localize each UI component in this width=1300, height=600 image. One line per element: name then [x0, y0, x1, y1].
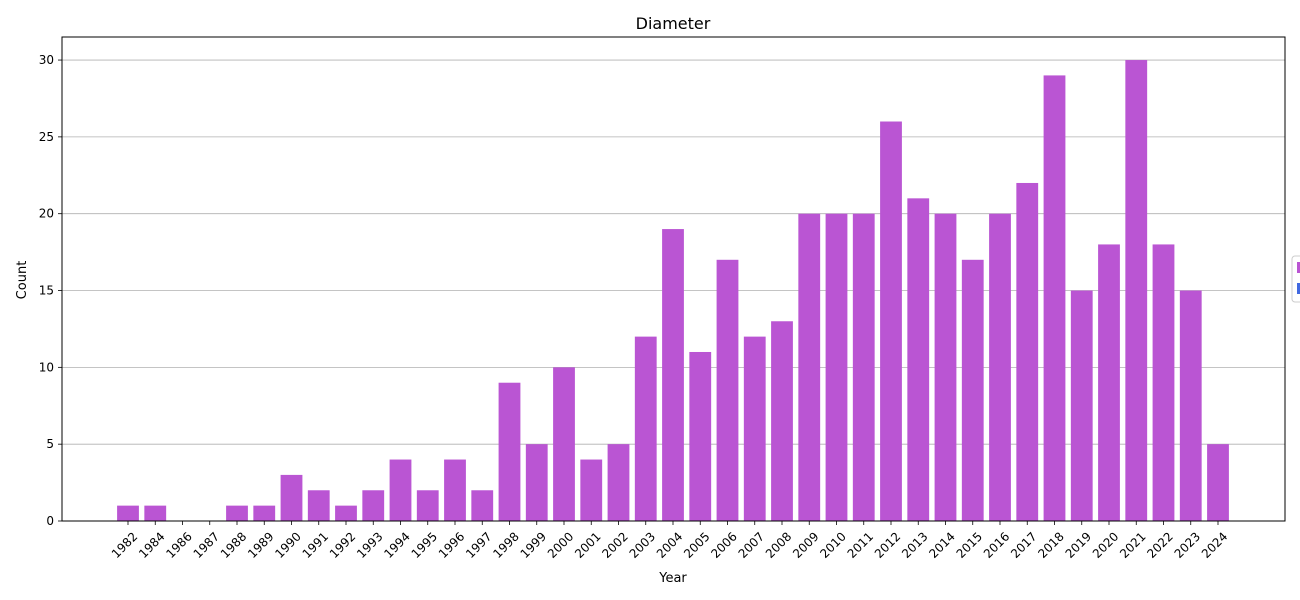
bar-2014 [934, 213, 957, 521]
bar-2020 [1098, 244, 1120, 521]
bar-2023 [1179, 290, 1202, 521]
bar-2013 [907, 198, 930, 522]
x-tick-label-2004: 2004 [654, 529, 685, 560]
bar-2015 [961, 259, 984, 521]
bar-2001 [580, 459, 603, 521]
legend [1291, 255, 1300, 303]
bar-2019 [1070, 290, 1093, 521]
legend-swatch [1297, 262, 1300, 273]
chart-title: Diameter [636, 14, 711, 33]
bar-2009 [798, 213, 821, 521]
x-tick-label-2000: 2000 [545, 529, 576, 560]
bar-2021 [1125, 60, 1148, 522]
bar-2018 [1043, 75, 1066, 522]
x-tick-label-2008: 2008 [763, 529, 794, 560]
x-tick-label-2013: 2013 [899, 529, 930, 560]
bar-2003 [634, 336, 657, 521]
x-tick-label-2003: 2003 [627, 529, 658, 560]
legend-swatch [1297, 283, 1300, 294]
bar-2010 [825, 213, 848, 521]
x-tick-label-2006: 2006 [708, 529, 739, 560]
bar-2008 [771, 321, 793, 521]
x-tick-label-1987: 1987 [191, 529, 222, 560]
x-tick-label-1997: 1997 [463, 529, 494, 560]
x-tick-label-1988: 1988 [218, 529, 249, 560]
x-tick-label-1996: 1996 [436, 529, 467, 560]
bar-1997 [471, 490, 494, 521]
bar-2000 [553, 367, 575, 521]
x-tick-label-1994: 1994 [381, 529, 412, 560]
x-tick-label-1990: 1990 [272, 529, 303, 560]
y-tick-label: 20 [39, 207, 54, 221]
bar-1991 [307, 490, 330, 521]
x-tick-label-1991: 1991 [300, 529, 331, 560]
bar-1996 [444, 459, 466, 521]
x-tick-label-2015: 2015 [954, 529, 985, 560]
x-tick-label-1982: 1982 [109, 529, 140, 560]
x-tick-label-2007: 2007 [736, 529, 767, 560]
bar-1995 [416, 490, 439, 521]
bar-1998 [498, 382, 521, 521]
y-tick-label: 5 [46, 437, 54, 451]
plot-frame [61, 36, 1286, 522]
x-tick-label-1986: 1986 [163, 529, 194, 560]
x-tick-label-2002: 2002 [599, 529, 630, 560]
bar-1993 [362, 490, 385, 521]
x-tick-label-1992: 1992 [327, 529, 358, 560]
x-tick-label-2011: 2011 [845, 529, 876, 560]
y-tick-label: 10 [39, 360, 54, 374]
x-tick-label-1984: 1984 [136, 529, 167, 560]
bar-2022 [1152, 244, 1175, 521]
x-axis-label: Year [658, 571, 687, 586]
x-tick-label-2019: 2019 [1063, 529, 1094, 560]
bars [117, 60, 1229, 522]
x-tick-label-2020: 2020 [1090, 529, 1121, 560]
x-tick-label-2009: 2009 [790, 529, 821, 560]
bar-2002 [607, 444, 630, 521]
bar-2005 [689, 351, 712, 521]
x-tick-label-2016: 2016 [981, 529, 1012, 560]
x-tick-label-1995: 1995 [409, 529, 440, 560]
x-tick-label-2005: 2005 [681, 529, 712, 560]
x-tick-label-2001: 2001 [572, 529, 603, 560]
x-tick-label-2022: 2022 [1144, 529, 1175, 560]
bar-2016 [989, 213, 1011, 521]
x-tick-label-2010: 2010 [817, 529, 848, 560]
bar-2024 [1207, 444, 1229, 521]
bar-1982 [117, 505, 139, 521]
x-tick-label-2018: 2018 [1035, 529, 1066, 560]
bar-1988 [226, 505, 248, 521]
bar-2007 [743, 336, 766, 521]
y-axis-ticks: 0 5 10 15 20 25 30 [39, 53, 62, 528]
x-tick-label-2012: 2012 [872, 529, 903, 560]
y-tick-label: 15 [39, 284, 54, 298]
y-axis-label: Count [15, 261, 30, 300]
bar-2012 [880, 121, 902, 521]
bar-2011 [852, 213, 875, 521]
bar-2006 [716, 259, 739, 521]
x-tick-label-2024: 2024 [1199, 529, 1230, 560]
bar-1989 [253, 505, 276, 521]
x-tick-label-2021: 2021 [1117, 529, 1148, 560]
y-tick-label: 0 [46, 514, 54, 528]
x-tick-label-1999: 1999 [518, 529, 549, 560]
bar-1992 [335, 505, 357, 521]
bar-1994 [389, 459, 412, 521]
x-tick-label-1989: 1989 [245, 529, 276, 560]
bar-1984 [144, 505, 167, 521]
x-axis-ticks: 1982198419861987198819891990199119921993… [109, 521, 1230, 561]
bar-2017 [1016, 182, 1039, 521]
x-tick-label-2014: 2014 [926, 529, 957, 560]
bar-2004 [662, 229, 684, 522]
x-tick-label-2017: 2017 [1008, 529, 1039, 560]
bar-1990 [280, 474, 303, 521]
x-tick-label-2023: 2023 [1172, 529, 1203, 560]
bar-1999 [525, 444, 548, 521]
x-tick-label-1993: 1993 [354, 529, 385, 560]
y-tick-label: 30 [39, 53, 54, 67]
x-tick-label-1998: 1998 [490, 529, 521, 560]
y-tick-label: 25 [39, 130, 54, 144]
